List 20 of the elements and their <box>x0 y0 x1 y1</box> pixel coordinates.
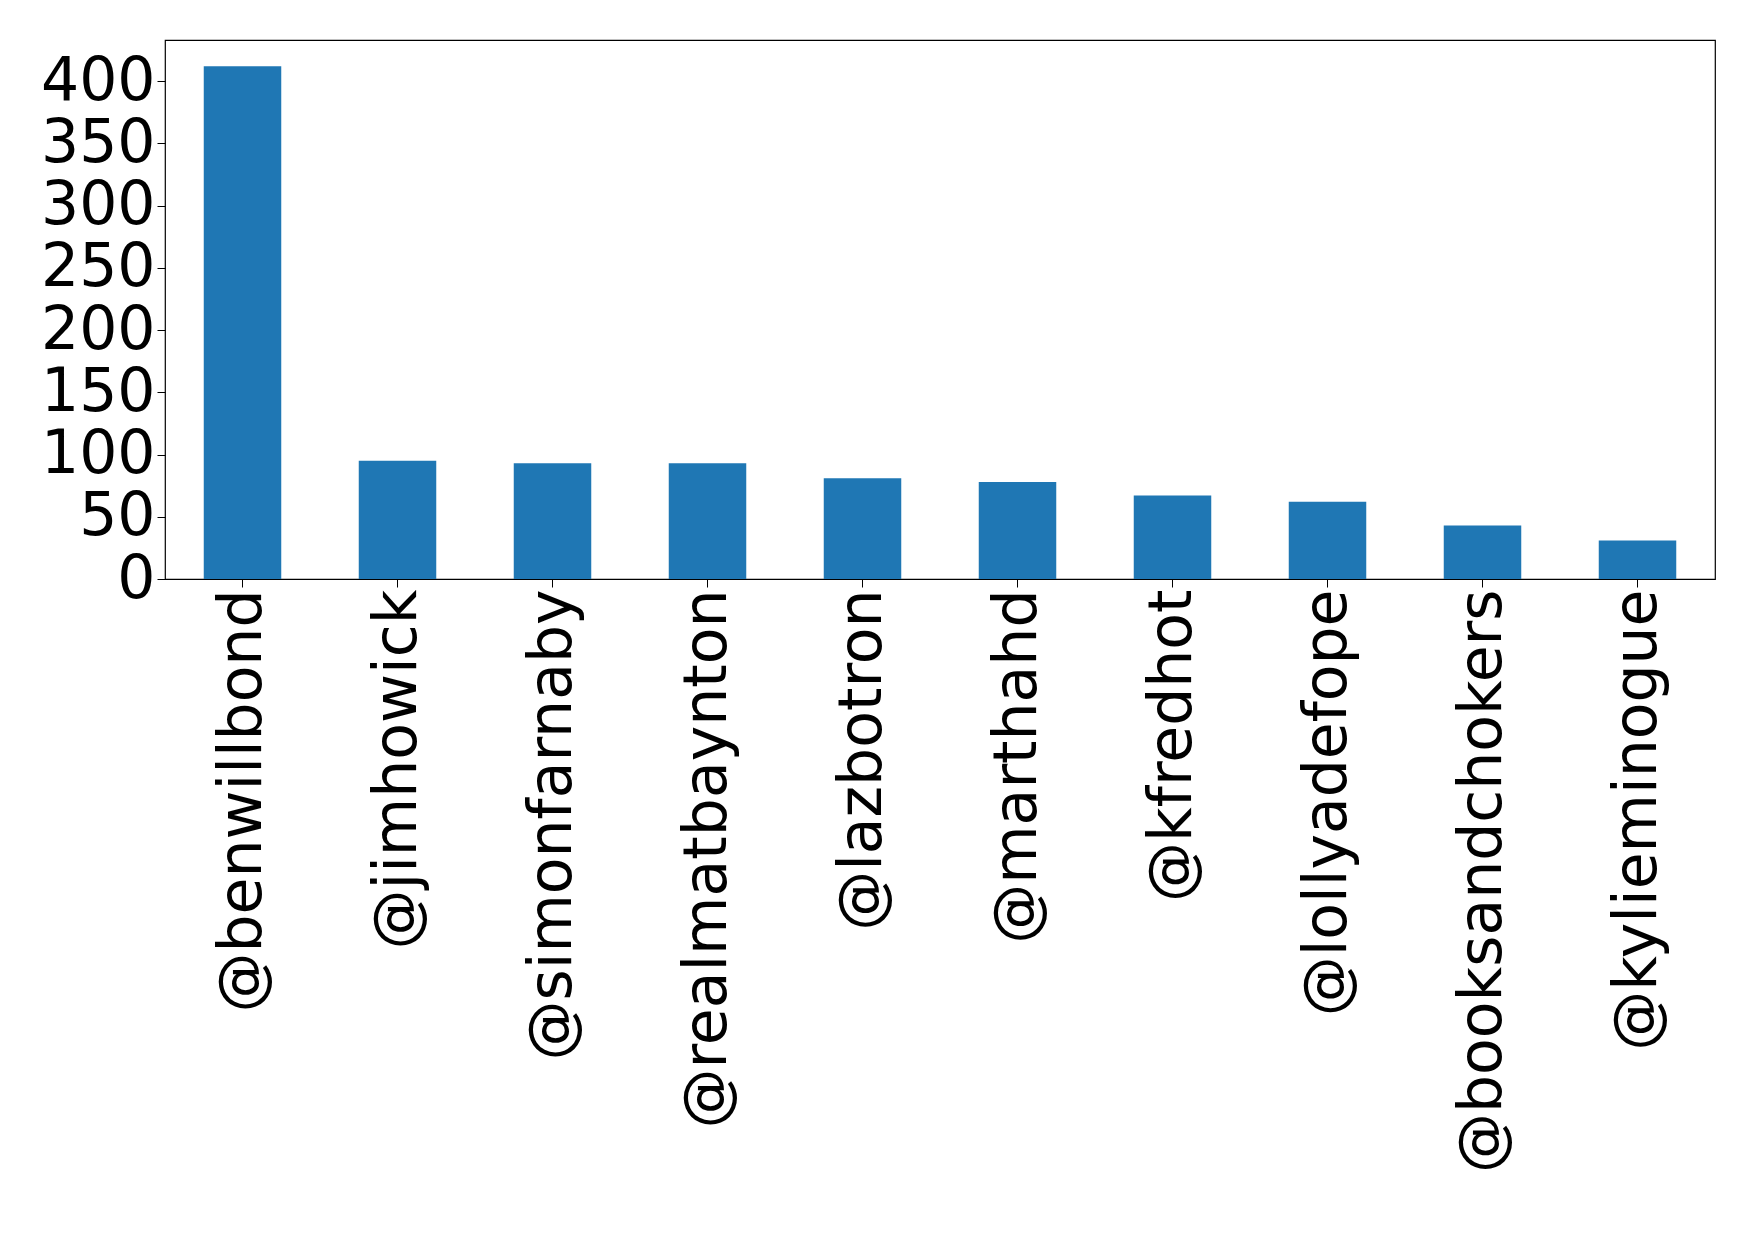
bar <box>513 463 592 579</box>
bar <box>203 66 282 579</box>
bar <box>823 478 902 579</box>
bar <box>1598 540 1677 579</box>
bar <box>1133 495 1212 579</box>
x-tick-label: @jimhowick <box>359 589 430 950</box>
x-tick-label: @benwillbond <box>204 589 275 1013</box>
x-tick-label: @lollyadefope <box>1289 589 1360 1017</box>
bar <box>978 481 1057 579</box>
x-tick-label: @kfredhot <box>1134 589 1205 902</box>
x-tick-label: @kylieminogue <box>1599 589 1670 1051</box>
bar <box>1288 501 1367 579</box>
x-tick-label: @lazbotron <box>824 589 895 931</box>
x-tick-label: @marthahd <box>979 589 1050 944</box>
bar <box>668 463 747 579</box>
bar <box>1443 525 1522 579</box>
x-tick-label: @realmatbaynton <box>669 589 740 1129</box>
x-tick-label: @booksandchokers <box>1444 589 1515 1174</box>
bar <box>358 460 437 579</box>
x-tick-label: @simonfarnaby <box>514 589 585 1061</box>
